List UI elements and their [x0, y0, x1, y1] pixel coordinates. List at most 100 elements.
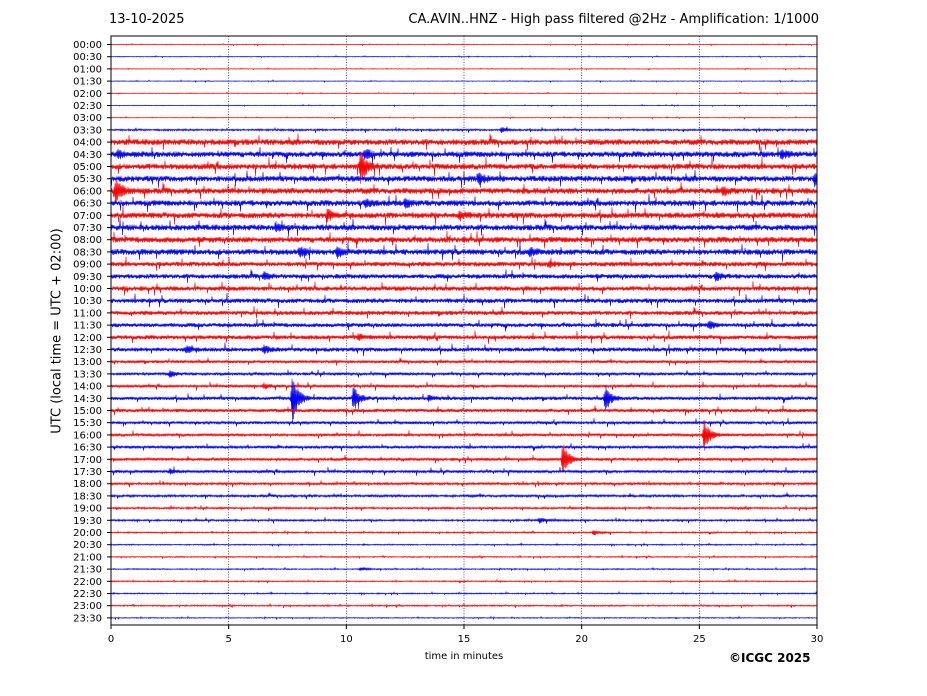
trace-0930: [110, 269, 818, 283]
trace-1200: [110, 330, 818, 344]
y-tick-label: 08:00: [73, 235, 102, 246]
trace-1100: [110, 306, 818, 319]
y-tick-label: 03:00: [73, 113, 102, 124]
y-tick-label: 09:00: [73, 260, 102, 271]
trace-1430: [110, 378, 818, 425]
trace-0900: [110, 256, 818, 272]
trace-0230: [110, 103, 818, 108]
trace-1000: [110, 281, 818, 297]
y-tick-label: 12:00: [73, 333, 102, 344]
trace-0330: [110, 126, 818, 134]
trace-1830: [110, 492, 818, 500]
y-tick-label: 19:00: [73, 504, 102, 515]
trace-1400: [110, 381, 818, 391]
trace-0500: [110, 151, 818, 184]
trace-0630: [110, 193, 818, 213]
y-tick-label: 07:00: [73, 211, 102, 222]
trace-2030: [110, 541, 818, 548]
x-tick-label: 20: [575, 634, 588, 645]
y-tick-label: 00:00: [73, 40, 102, 51]
y-tick-label: 19:30: [73, 516, 102, 527]
trace-2000: [110, 529, 818, 536]
trace-0400: [110, 133, 818, 151]
y-tick-label: 18:30: [73, 491, 102, 502]
y-tick-label: 22:00: [73, 577, 102, 588]
trace-1030: [110, 292, 818, 309]
y-tick-label: 00:30: [73, 52, 102, 63]
trace-1130: [110, 318, 818, 332]
y-tick-label: 01:00: [73, 64, 102, 75]
trace-1900: [110, 505, 818, 512]
trace-0530: [110, 169, 818, 188]
y-tick-label: 02:30: [73, 101, 102, 112]
trace-2100: [110, 554, 818, 560]
trace-0730: [110, 218, 818, 237]
y-tick-label: 13:00: [73, 357, 102, 368]
trace-1330: [110, 369, 818, 379]
chart-date: 13-10-2025: [109, 12, 185, 27]
trace-2330: [110, 615, 818, 621]
trace-1600: [110, 420, 818, 451]
trace-0800: [110, 230, 818, 249]
trace-1700: [110, 444, 818, 473]
trace-1800: [110, 480, 818, 488]
x-tick-label: 10: [340, 634, 353, 645]
traces-layer: [110, 42, 818, 621]
trace-0700: [110, 205, 818, 226]
trace-0100: [110, 66, 818, 71]
trace-2200: [110, 578, 818, 584]
trace-0130: [110, 79, 818, 84]
trace-0300: [110, 115, 818, 120]
y-tick-label: 22:30: [73, 589, 102, 600]
trace-0200: [110, 91, 818, 96]
y-tick-label: 12:30: [73, 345, 102, 356]
trace-0430: [110, 146, 818, 165]
trace-1530: [110, 417, 818, 428]
y-tick-label: 16:30: [73, 443, 102, 454]
y-tick-label: 03:30: [73, 125, 102, 136]
y-tick-label: 23:30: [73, 613, 102, 624]
trace-0030: [110, 54, 818, 59]
x-tick-label: 5: [225, 634, 231, 645]
grid-layer: [228, 36, 700, 625]
y-tick-label: 04:30: [73, 150, 102, 161]
y-tick-label: 06:30: [73, 199, 102, 210]
y-tick-label: 17:00: [73, 455, 102, 466]
y-tick-label: 05:30: [73, 174, 102, 185]
y-tick-label: 04:00: [73, 138, 102, 149]
y-tick-label: 15:30: [73, 418, 102, 429]
copyright-label: ©ICGC 2025: [729, 651, 811, 665]
trace-2300: [110, 603, 818, 609]
trace-1500: [110, 405, 818, 416]
trace-2230: [110, 590, 818, 597]
y-tick-label: 15:00: [73, 406, 102, 417]
chart-title: CA.AVIN..HNZ - High pass filtered @2Hz -…: [408, 12, 819, 27]
y-tick-label: 02:00: [73, 89, 102, 100]
x-tick-label: 30: [811, 634, 824, 645]
trace-1300: [110, 357, 818, 366]
x-tick-label: 25: [693, 634, 706, 645]
x-tick-label: 15: [458, 634, 471, 645]
y-tick-label: 07:30: [73, 223, 102, 234]
y-tick-label: 13:30: [73, 369, 102, 380]
trace-0000: [110, 42, 818, 47]
x-axis-label: time in minutes: [424, 651, 504, 662]
y-tick-label: 05:00: [73, 162, 102, 173]
trace-0830: [110, 242, 818, 262]
trace-1930: [110, 517, 818, 524]
trace-1630: [110, 442, 818, 452]
y-tick-label: 01:30: [73, 77, 102, 88]
y-tick-label: 09:30: [73, 272, 102, 283]
y-tick-label: 10:30: [73, 296, 102, 307]
y-tick-label: 08:30: [73, 247, 102, 258]
y-tick-label: 20:30: [73, 540, 102, 551]
trace-2130: [110, 566, 818, 572]
y-tick-label: 21:00: [73, 552, 102, 563]
y-tick-label: 16:00: [73, 430, 102, 441]
y-tick-label: 21:30: [73, 565, 102, 576]
y-tick-label: 06:00: [73, 186, 102, 197]
trace-1730: [110, 466, 818, 477]
x-tick-label: 0: [108, 634, 114, 645]
y-tick-label: 14:00: [73, 382, 102, 393]
